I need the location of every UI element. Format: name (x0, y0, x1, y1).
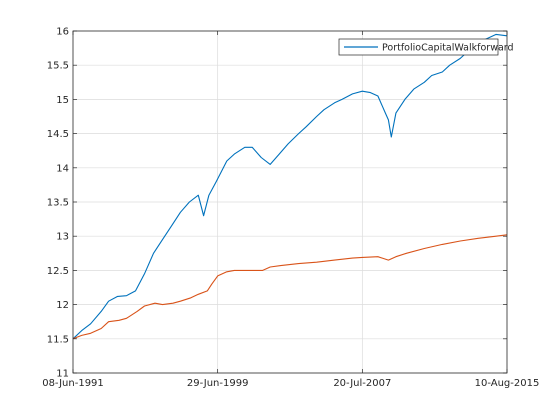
x-tick-label: 29-Jun-1999 (187, 378, 249, 389)
x-tick-label: 20-Jul-2007 (333, 378, 391, 389)
legend-label: PortfolioCapitalWalkforward (382, 43, 514, 54)
y-tick-label: 11.5 (47, 334, 69, 345)
series-lines (72, 33, 508, 340)
y-tick-label: 12.5 (47, 266, 69, 277)
series-line-2 (72, 234, 508, 340)
series-line-1 (72, 33, 508, 340)
axis-ticks (72, 30, 508, 374)
y-tick-label: 14 (56, 163, 69, 174)
y-tick-label: 13 (56, 232, 69, 243)
grid (73, 31, 507, 373)
legend: PortfolioCapitalWalkforward (338, 38, 514, 56)
y-tick-label: 15.5 (47, 61, 69, 72)
y-tick-labels: 11 11.5 12 12.5 13 13.5 14 14.5 15 15.5 16 (47, 27, 69, 380)
y-tick-label: 11 (56, 369, 69, 380)
x-tick-label: 10-Aug-2015 (475, 378, 540, 389)
y-tick-label: 12 (56, 300, 69, 311)
x-tick-label: 08-Jun-1991 (42, 378, 104, 389)
legend-box (338, 38, 499, 56)
y-tick-label: 14.5 (47, 129, 69, 140)
x-tick-labels: 08-Jun-1991 29-Jun-1999 20-Jul-2007 10-Aug-… (42, 378, 539, 389)
y-tick-label: 16 (56, 27, 69, 38)
y-tick-label: 13.5 (47, 198, 69, 209)
y-tick-label: 15 (56, 95, 69, 106)
